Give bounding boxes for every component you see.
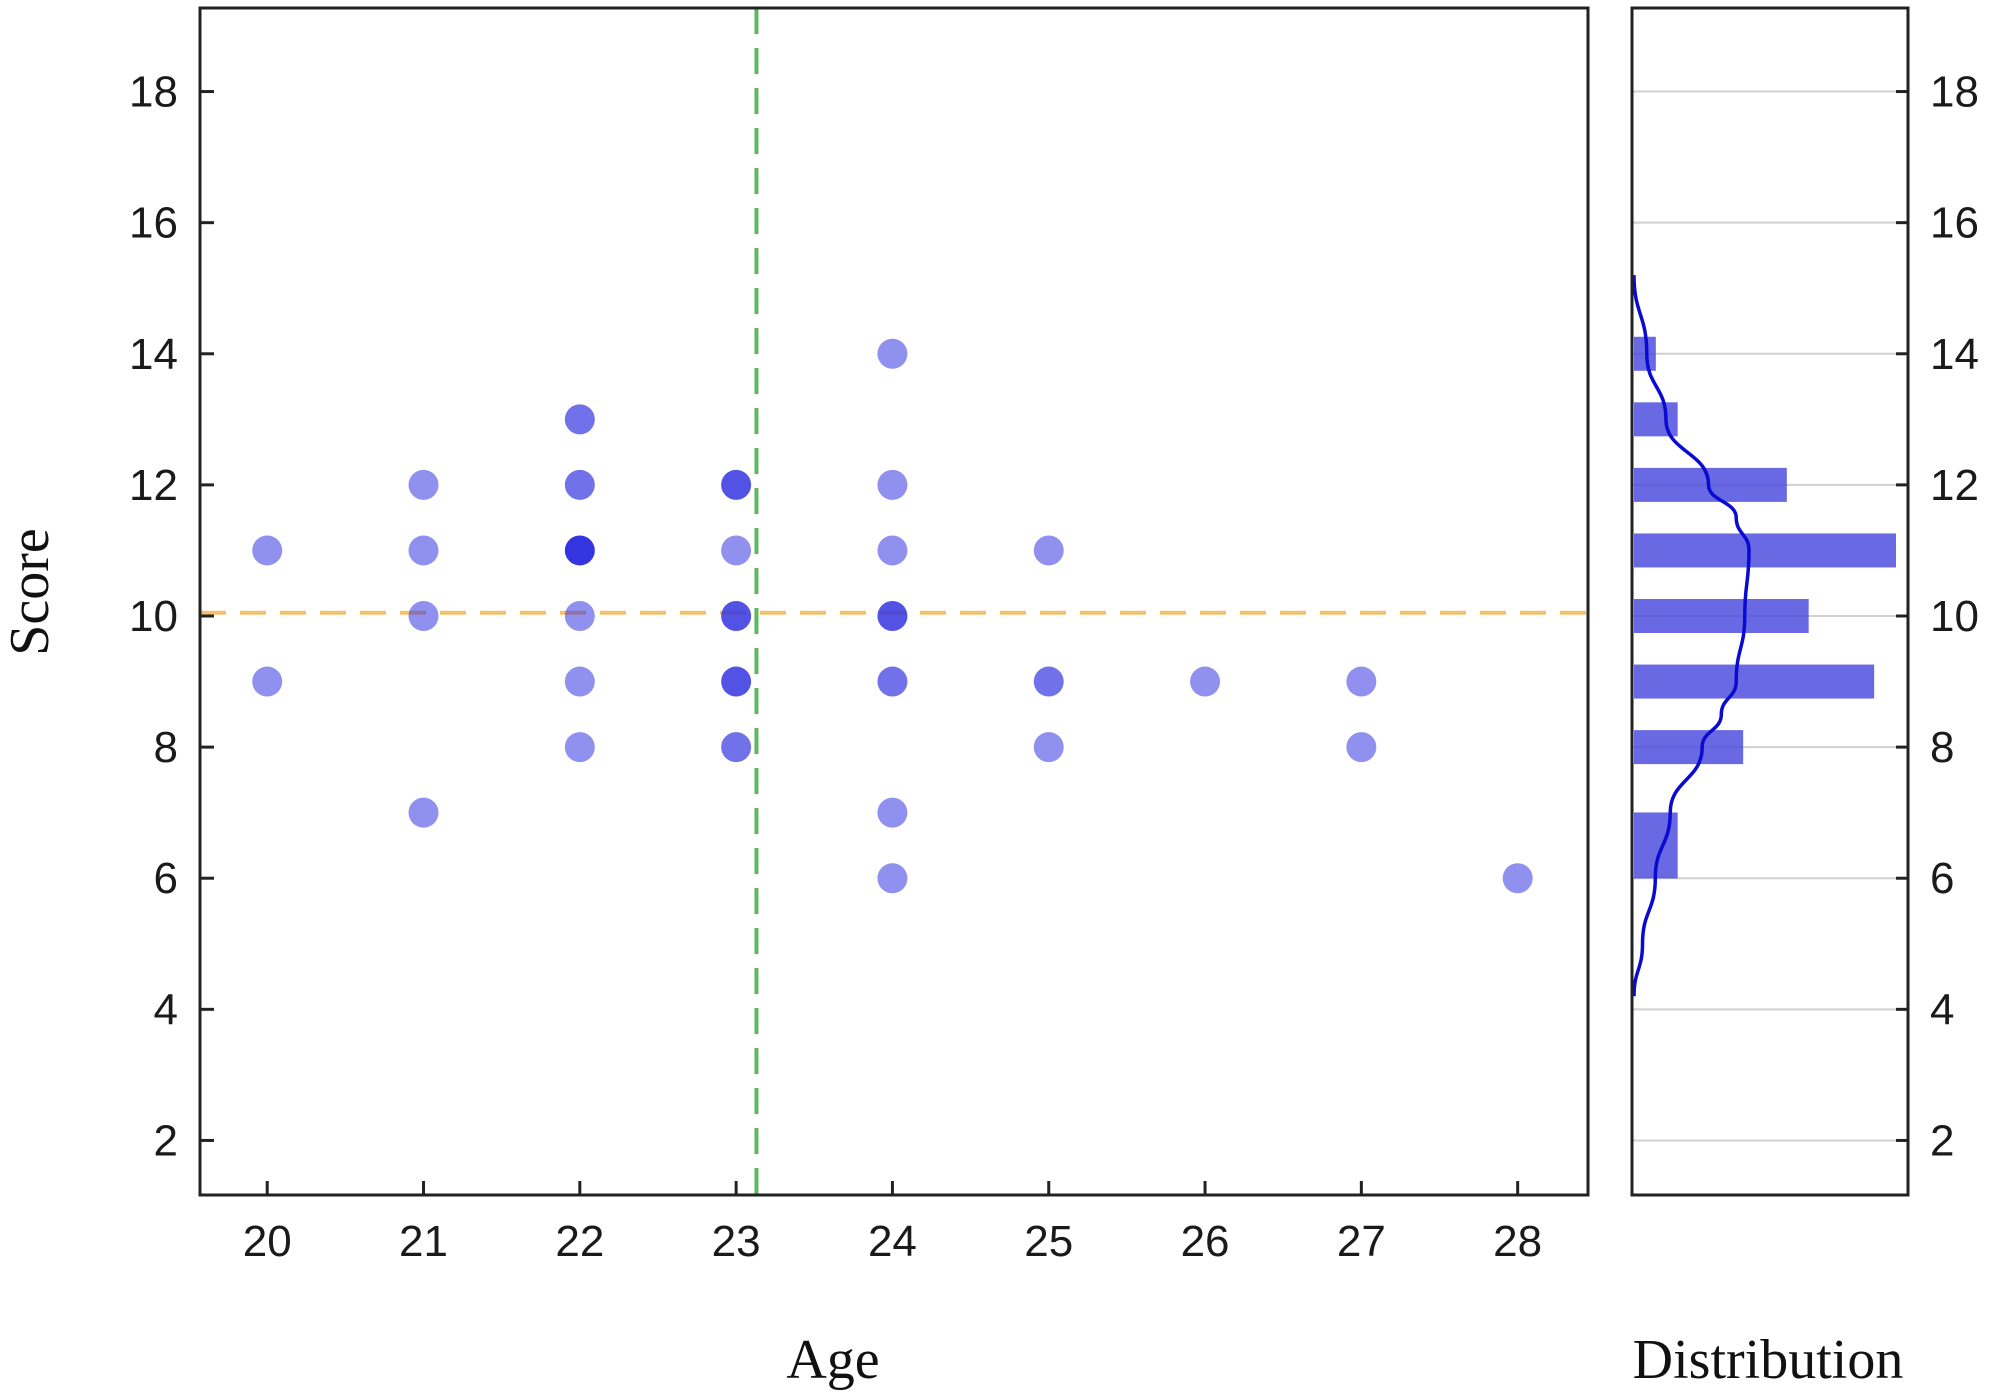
data-point (564, 732, 595, 763)
data-point (721, 535, 752, 566)
histogram-bar (1634, 402, 1678, 437)
marginal-axis-label: Distribution (1633, 1329, 1904, 1391)
data-point (1033, 732, 1064, 763)
data-point (1033, 535, 1064, 566)
plot-frames (198, 6, 1910, 1197)
data-point (721, 666, 752, 697)
data-point (1502, 863, 1533, 894)
x-tick-label: 25 (1024, 1217, 1073, 1266)
histogram-bar (1634, 336, 1656, 371)
data-point (564, 535, 595, 566)
data-point (877, 469, 908, 500)
y-tick-label: 18 (129, 68, 178, 117)
histogram-bar (1634, 664, 1875, 699)
x-tick-label: 21 (399, 1217, 448, 1266)
right-y-tick-label: 2 (1930, 1116, 1954, 1165)
x-tick-label: 22 (555, 1217, 604, 1266)
y-tick-label: 14 (129, 330, 178, 379)
data-point (408, 601, 439, 631)
histogram-bar (1634, 599, 1809, 633)
right-y-tick-label: 18 (1930, 68, 1979, 117)
right-y-tick-label: 10 (1930, 592, 1979, 641)
kde-curve (1632, 275, 1751, 997)
data-point (564, 404, 595, 435)
y-tick-label: 2 (154, 1116, 178, 1165)
data-point (877, 797, 908, 828)
x-tick-label: 26 (1181, 1217, 1230, 1266)
histogram-bar (1634, 467, 1787, 502)
right-y-tick-label: 6 (1930, 854, 1954, 903)
histogram-bar (1634, 533, 1896, 568)
y-tick-label: 4 (154, 985, 178, 1034)
y-tick-label: 8 (154, 723, 178, 772)
right-y-tick-label: 14 (1930, 330, 1979, 379)
data-point (1033, 666, 1064, 697)
x-tick-label: 23 (712, 1217, 761, 1266)
data-point (1190, 666, 1221, 697)
x-axis-ticks: 20 21 22 23 24 25 26 27 28 (243, 1181, 1542, 1266)
histogram-bar (1634, 730, 1744, 765)
x-tick-label: 27 (1337, 1217, 1386, 1266)
y-tick-label: 6 (154, 854, 178, 903)
data-point (408, 797, 439, 828)
data-point (408, 535, 439, 566)
right-y-tick-label: 8 (1930, 723, 1954, 772)
data-point (877, 666, 908, 697)
y-axis-ticks: 2 4 6 8 10 12 14 16 18 (129, 68, 214, 1165)
y-tick-label: 12 (129, 461, 178, 510)
y-axis-label: Score (0, 528, 61, 656)
data-point (252, 666, 283, 697)
density-curve (1632, 275, 1751, 997)
data-point (564, 601, 595, 631)
right-y-tick-label: 16 (1930, 199, 1979, 248)
data-point (877, 338, 908, 369)
data-point (877, 535, 908, 566)
data-point (564, 666, 595, 697)
data-point (721, 469, 752, 500)
histogram-bars (1634, 336, 1896, 879)
x-axis-label: Age (786, 1329, 879, 1391)
x-tick-label: 20 (243, 1217, 292, 1266)
y-tick-label: 10 (129, 592, 178, 641)
x-tick-label: 28 (1493, 1217, 1542, 1266)
data-point (877, 601, 908, 631)
data-point (721, 732, 752, 763)
x-tick-label: 24 (868, 1217, 917, 1266)
data-point (721, 601, 752, 631)
data-point (877, 863, 908, 894)
right-y-tick-label: 12 (1930, 461, 1979, 510)
marginal-plot-frame (1630, 6, 1910, 1197)
scatter-points (252, 338, 1533, 894)
data-point (408, 469, 439, 500)
data-point (564, 469, 595, 500)
right-y-tick-label: 4 (1930, 985, 1954, 1034)
main-plot-frame (198, 6, 1590, 1197)
right-y-axis-ticks: 2 4 6 8 10 12 14 16 18 (1896, 68, 1979, 1165)
data-point (252, 535, 283, 566)
data-point (1346, 732, 1377, 763)
data-point (1346, 666, 1377, 697)
y-tick-label: 16 (129, 199, 178, 248)
